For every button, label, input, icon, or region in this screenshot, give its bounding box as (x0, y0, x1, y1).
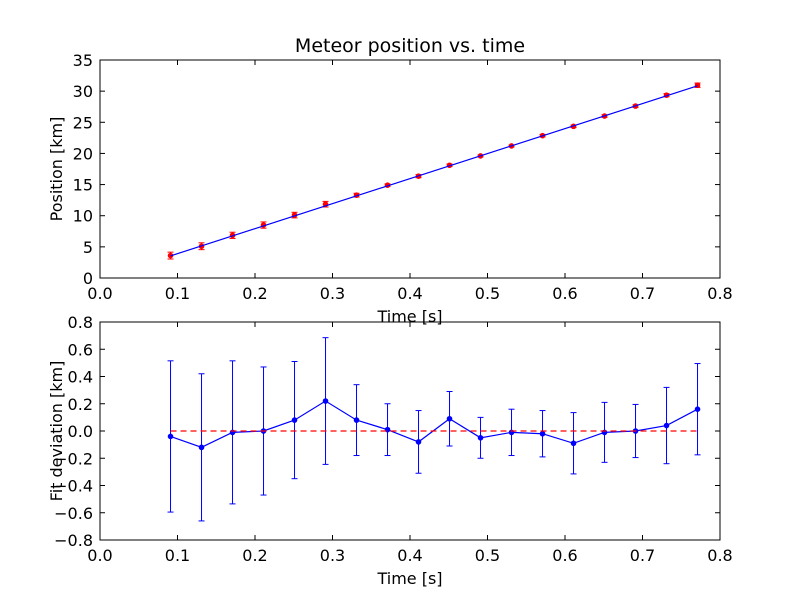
x-axis-label: Time [s] (376, 307, 442, 326)
x-tick-label: 0.2 (242, 546, 267, 565)
y-tick-label: −0.6 (54, 504, 93, 523)
y-tick-label: −0.2 (54, 449, 93, 468)
y-tick-label: 0.4 (68, 368, 93, 387)
y-tick-label: 30 (73, 82, 93, 101)
x-tick-label: 0.3 (320, 546, 345, 565)
deviation-chart: 0.0 0.1 0.2 0.3 0.4 0.5 0.6 0.7 0.8 −0.8 −0.6 −0.4 −… (47, 313, 733, 588)
x-tick-label: 0.6 (552, 284, 577, 303)
y-tick-label: 0.6 (68, 340, 93, 359)
data-point (291, 417, 298, 423)
x-tick-label: 0.4 (397, 284, 422, 303)
x-tick-label: 0.5 (475, 284, 500, 303)
data-point (198, 444, 205, 451)
y-tick-label: 15 (73, 176, 93, 195)
data-point (694, 406, 701, 413)
x-tick-label: 0.3 (320, 284, 345, 303)
data-point (477, 435, 484, 441)
data-point (353, 417, 360, 423)
x-tick-label: 0.1 (165, 546, 190, 565)
x-tick-label: 0.7 (630, 546, 655, 565)
x-tick-label: 0.6 (552, 546, 577, 565)
chart-title: Meteor position vs. time (295, 35, 525, 57)
y-tick-label: 5 (83, 238, 93, 257)
x-axis-label: Time [s] (376, 569, 442, 588)
y-tick-label: 10 (73, 207, 93, 226)
data-point (167, 433, 174, 440)
x-tick-label: 0.4 (397, 546, 422, 565)
x-tick-label: 0.7 (630, 284, 655, 303)
data-point (570, 440, 577, 447)
x-tick-label: 0.1 (165, 284, 190, 303)
data-point (322, 398, 329, 404)
plot-frame (99, 59, 721, 279)
data-point (446, 415, 453, 422)
y-tick-label: −0.8 (54, 531, 93, 550)
data-point (663, 422, 670, 429)
y-axis-label: Fit deviation [km] (47, 361, 66, 502)
x-tick-label: 0.8 (707, 284, 732, 303)
y-tick-label: 25 (73, 113, 93, 132)
y-axis-label: Position [km] (47, 117, 66, 222)
data-point (415, 439, 422, 445)
y-tick-label: 0.8 (68, 313, 93, 332)
data-point (539, 430, 546, 437)
position-chart: 0.0 0.1 0.2 0.3 0.4 0.5 0.6 0.7 0.8 0 5 10 15 20 25 30 3… (47, 51, 733, 326)
x-tick-label: 0.5 (475, 546, 500, 565)
y-tick-label: −0.4 (54, 477, 93, 496)
fit-line (170, 85, 698, 257)
y-tick-label: 0.2 (68, 395, 93, 414)
x-tick-label: 0.0 (87, 284, 112, 303)
x-tick-label: 0.0 (87, 546, 112, 565)
y-tick-label: 35 (73, 51, 93, 70)
x-tick-label: 0.2 (242, 284, 267, 303)
y-tick-label: 0 (83, 269, 93, 288)
x-tick-label: 0.8 (707, 546, 732, 565)
y-tick-label: 0.0 (68, 422, 93, 441)
deviation-line (170, 400, 698, 448)
y-tick-label: 20 (73, 144, 93, 163)
